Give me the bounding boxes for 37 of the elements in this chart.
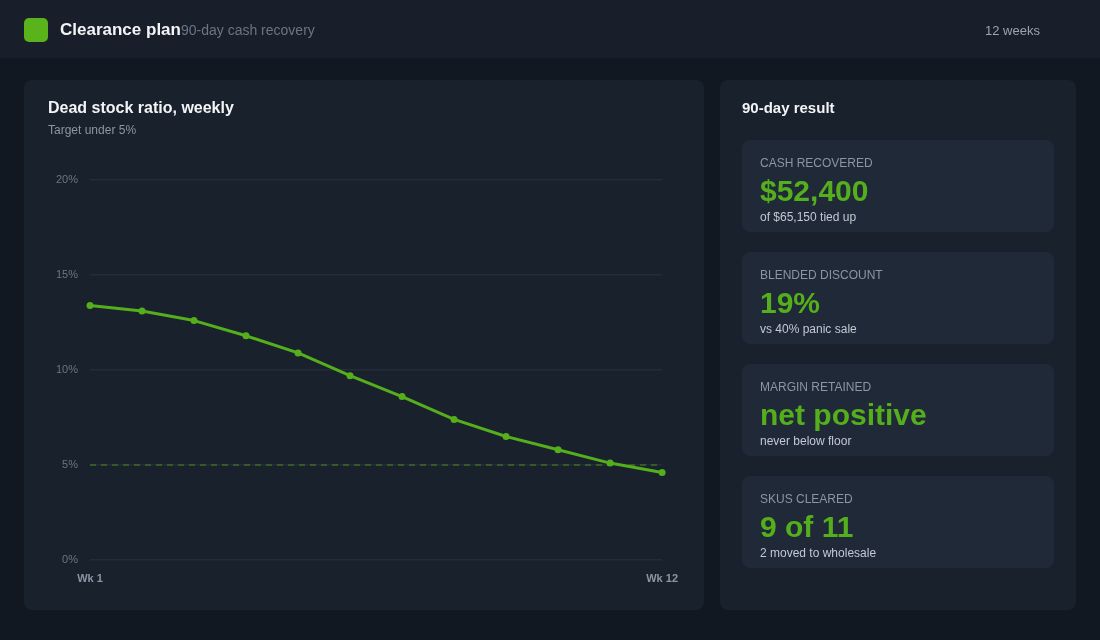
y-tick-label: 20% (55, 173, 79, 186)
text: $52,400 (760, 173, 869, 209)
text: 19% (760, 285, 821, 321)
y-tick-label: 10% (55, 363, 79, 376)
y-tick-label: 0% (62, 553, 79, 566)
point (450, 415, 458, 423)
x-tick-label: Wk 12 (646, 571, 678, 584)
point (502, 433, 510, 440)
point (658, 469, 666, 477)
text: vs 40% panic sale (760, 322, 857, 336)
point (554, 446, 562, 454)
text: 90-day cash recovery (180, 22, 315, 38)
text: CASH RECOVERED (760, 156, 873, 170)
text: 90-day result (742, 99, 835, 116)
text: 9 of 11 (760, 509, 854, 545)
text: net positive (760, 397, 927, 433)
y-tick-label: 5% (62, 458, 79, 471)
text: SKUS CLEARED (760, 492, 853, 506)
text: Clearance plan (60, 20, 181, 39)
text: 2 moved to wholesale (760, 546, 877, 560)
chart-subtitle: Target under 5% (48, 123, 137, 137)
chart-title: Dead stock ratio, weekly (48, 99, 234, 117)
point (346, 372, 354, 380)
text: never below floor (760, 434, 852, 448)
text: of $65,150 tied up (760, 210, 857, 224)
point (242, 332, 250, 340)
point (86, 301, 94, 309)
point (398, 393, 406, 401)
point (294, 349, 302, 357)
point (138, 307, 146, 315)
point (190, 317, 198, 325)
text: MARGIN RETAINED (760, 380, 872, 394)
y-tick-label: 15% (55, 268, 79, 281)
text: 12 weeks (985, 23, 1040, 38)
point (606, 459, 614, 467)
x-tick-label: Wk 1 (77, 571, 103, 584)
text: BLENDED DISCOUNT (760, 268, 883, 282)
